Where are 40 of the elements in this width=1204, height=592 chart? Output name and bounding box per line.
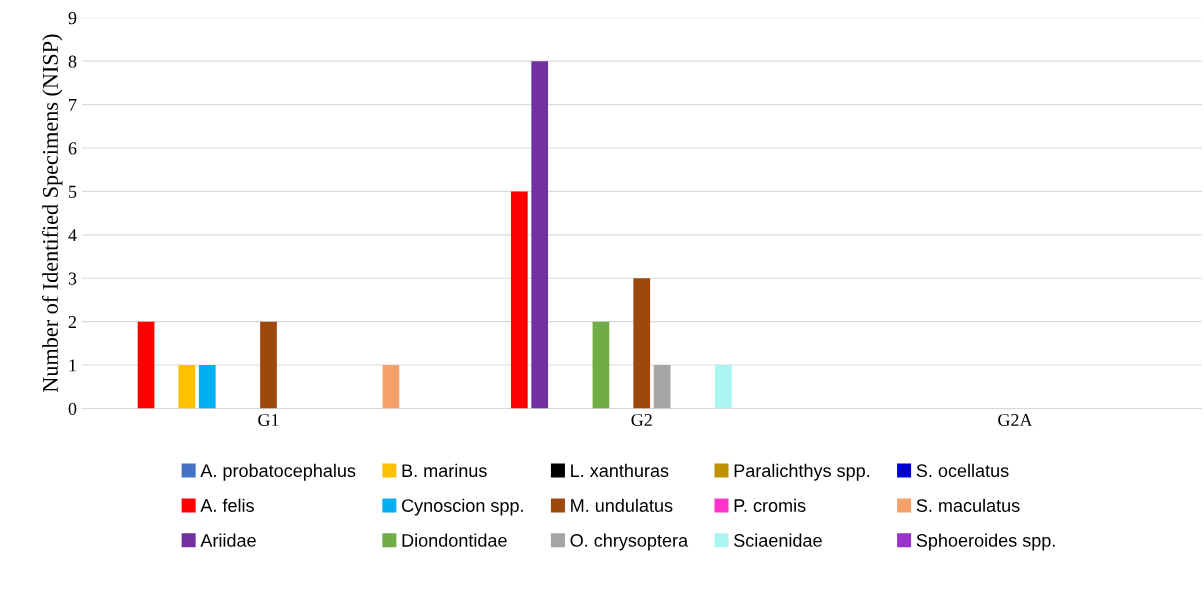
legend-label: M. undulatus bbox=[571, 498, 673, 512]
y-tick-label: 2 bbox=[68, 315, 77, 328]
legend-label: Sphoeroides spp. bbox=[916, 533, 1055, 551]
legend-label: S. maculatus bbox=[916, 498, 1020, 512]
legend-label: P. cromis bbox=[734, 498, 806, 512]
x-tick-label: G2A bbox=[998, 413, 1033, 427]
y-tick-label: 3 bbox=[68, 272, 77, 285]
x-tick-label: G1 bbox=[258, 413, 279, 427]
y-tick-label: 7 bbox=[69, 99, 77, 111]
bar bbox=[178, 365, 196, 409]
bar bbox=[714, 365, 732, 409]
y-tick-label: 4 bbox=[68, 229, 77, 242]
y-tick-label: 6 bbox=[68, 142, 77, 155]
y-tick-label: 0 bbox=[68, 402, 77, 415]
bar bbox=[137, 321, 155, 409]
legend-label: A. probatocephalus bbox=[200, 463, 356, 481]
legend-label: Diondontidae bbox=[402, 533, 507, 547]
bar bbox=[260, 321, 277, 409]
legend-label: Cynoscion spp. bbox=[402, 498, 523, 516]
x-tick-label: G2 bbox=[631, 413, 652, 427]
legend-label: O. chrysoptera bbox=[570, 533, 689, 551]
bar bbox=[382, 365, 400, 409]
bar bbox=[633, 278, 651, 409]
y-tick-label: 8 bbox=[68, 55, 77, 68]
bar bbox=[198, 365, 216, 409]
legend-label: Sciaenidae bbox=[734, 533, 822, 547]
bar bbox=[531, 61, 549, 409]
legend-label: Ariidae bbox=[200, 533, 256, 547]
bar bbox=[592, 321, 610, 409]
bar bbox=[653, 365, 671, 409]
bar bbox=[510, 191, 528, 409]
y-tick-label: 9 bbox=[68, 12, 77, 25]
y-axis-title: Number of Identified Specimens (NISP) bbox=[42, 34, 63, 393]
legend-label: A. felis bbox=[200, 498, 254, 512]
legend-label: S. ocellatus bbox=[916, 463, 1009, 478]
y-tick-label: 5 bbox=[69, 185, 77, 198]
legend-label: Paralichthys spp. bbox=[734, 463, 870, 481]
legend-label: L. xanthuras bbox=[571, 463, 669, 478]
legend-label: B. marinus bbox=[402, 463, 487, 478]
y-tick-label: 1 bbox=[69, 359, 76, 372]
